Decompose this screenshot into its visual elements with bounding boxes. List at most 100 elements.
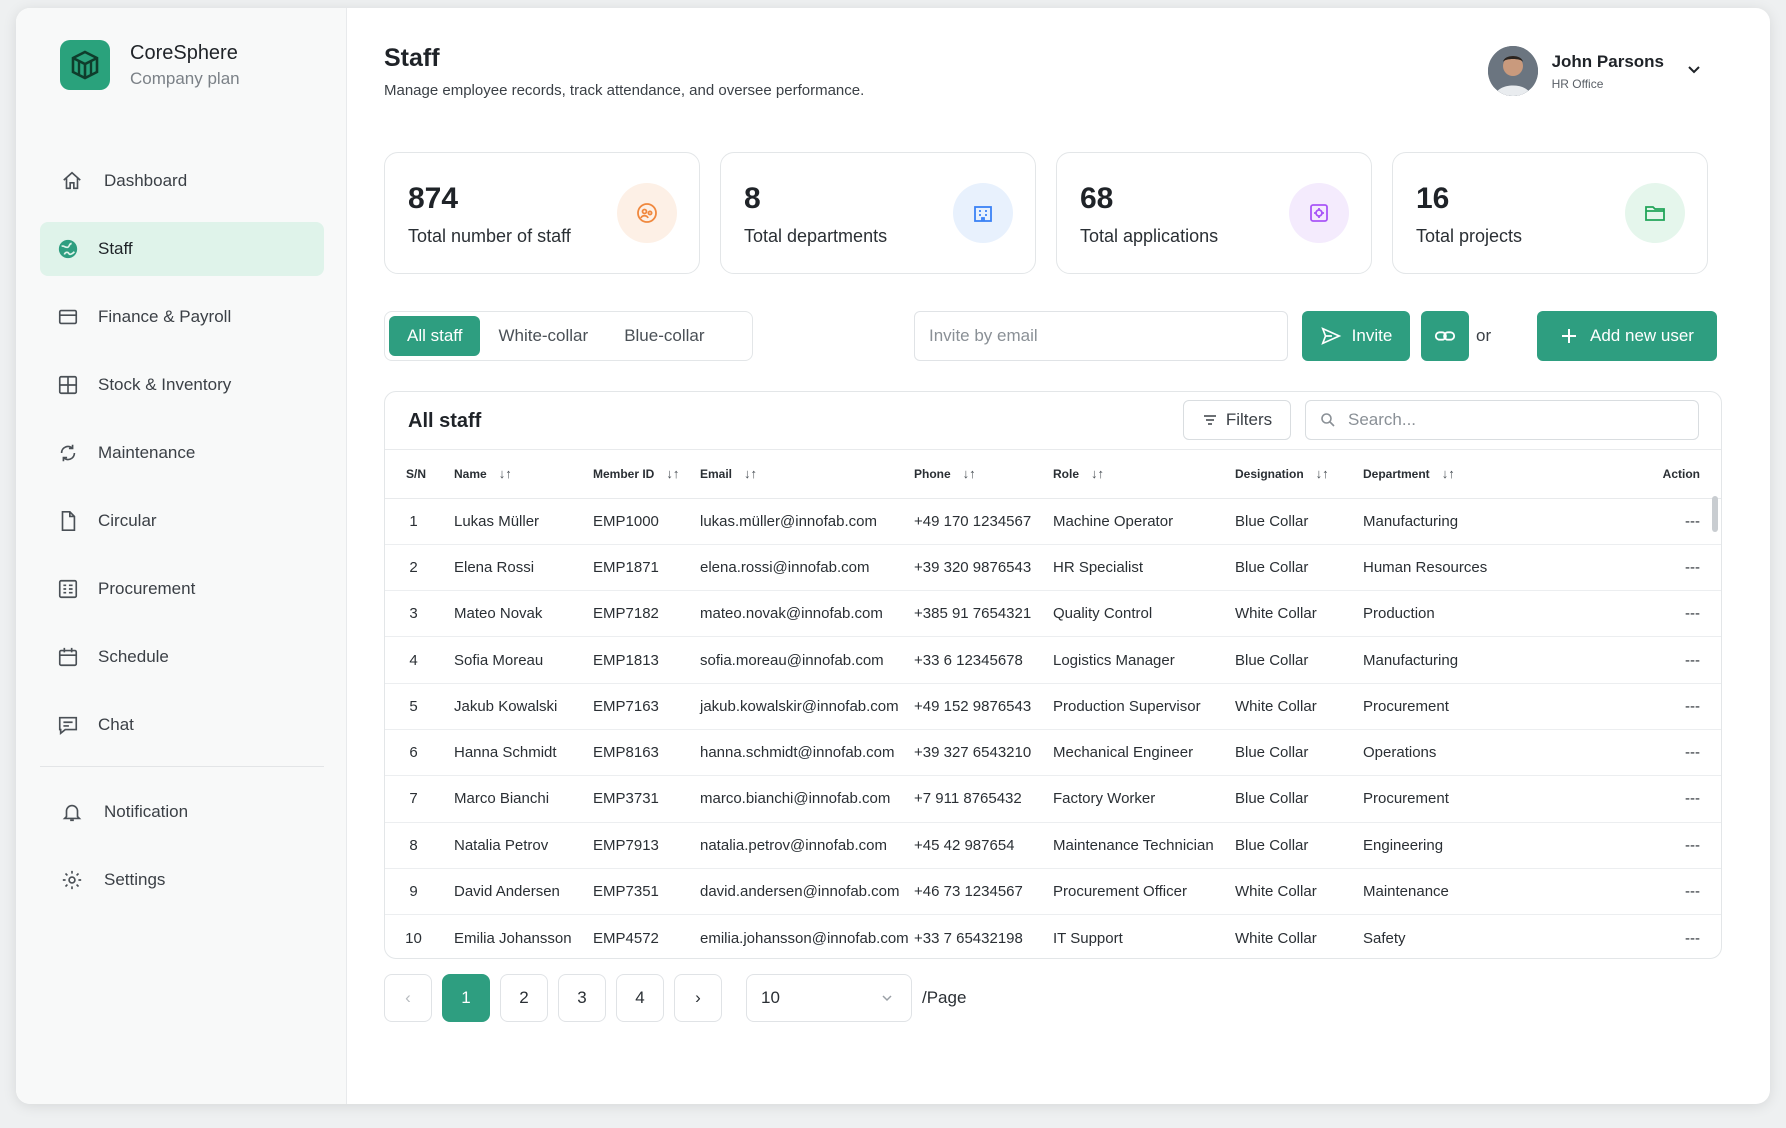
brand[interactable]: CoreSphere Company plan: [60, 40, 240, 90]
cell-department: Maintenance: [1363, 868, 1499, 916]
cell-role: Factory Worker: [1053, 775, 1235, 823]
cell-action[interactable]: ---: [1685, 929, 1700, 947]
column-header-name[interactable]: Name ↓↑: [454, 450, 593, 499]
tab-white-collar[interactable]: White-collar: [498, 326, 589, 345]
cell-action[interactable]: ---: [1499, 544, 1721, 592]
page-button-3[interactable]: 3: [558, 974, 606, 1022]
page-button-4[interactable]: 4: [616, 974, 664, 1022]
sidebar-item-circular[interactable]: Circular: [40, 494, 324, 548]
table-row[interactable]: 1 Lukas Müller EMP1000 lukas.müller@innofab…: [385, 498, 1721, 545]
stat-label: Total projects: [1416, 226, 1523, 246]
cell-phone: +49 170 1234567: [914, 498, 1053, 545]
cell-action[interactable]: ---: [1499, 868, 1721, 916]
sidebar-item-notification[interactable]: Notification: [40, 785, 324, 839]
sidebar-item-procurement[interactable]: Procurement: [40, 562, 324, 616]
search-input[interactable]: Search...: [1305, 400, 1699, 440]
sidebar-item-chat[interactable]: Chat: [40, 698, 324, 752]
filters-label: Filters: [1225, 410, 1273, 429]
sort-icon[interactable]: ↓↑: [1091, 466, 1105, 482]
brand-name: CoreSphere: [130, 41, 238, 64]
filters-button[interactable]: Filters: [1183, 400, 1291, 440]
column-header-email[interactable]: Email ↓↑: [700, 450, 914, 499]
cell-action[interactable]: ---: [1499, 729, 1721, 777]
table-row[interactable]: 6 Hanna Schmidt EMP8163 hanna.schmidt@innof…: [385, 729, 1721, 777]
cell-designation: White Collar: [1235, 929, 1317, 947]
column-header-department[interactable]: Department ↓↑: [1363, 450, 1499, 499]
page-title: Staff: [384, 44, 440, 72]
sort-icon[interactable]: ↓↑: [1315, 466, 1329, 482]
sidebar-item-staff[interactable]: Staff: [40, 222, 324, 276]
table-header-bar: All staff Filters Search...: [385, 392, 1721, 450]
sort-icon[interactable]: ↓↑: [666, 466, 680, 482]
table-row[interactable]: 7 Marco Bianchi EMP3731 marco.bianchi@innof…: [385, 775, 1721, 823]
page-button-1[interactable]: 1: [442, 974, 490, 1022]
cell-member-id: EMP4572: [593, 929, 659, 947]
table-row[interactable]: 4 Sofia Moreau EMP1813 sofia.moreau@innofab…: [385, 636, 1721, 684]
per-page-select[interactable]: 10: [746, 974, 912, 1022]
sidebar-item-stock-inventory[interactable]: Stock & Inventory: [40, 358, 324, 412]
cell-name: Hanna Schmidt: [454, 729, 593, 777]
invite-button[interactable]: Invite: [1302, 311, 1410, 361]
people-icon: [617, 183, 677, 243]
cell-phone: +385 91 7654321: [914, 590, 1053, 638]
cell-action[interactable]: ---: [1499, 822, 1721, 869]
copy-link-button[interactable]: [1421, 311, 1469, 361]
user-menu[interactable]: John Parsons HR Office: [1487, 46, 1702, 96]
sort-icon[interactable]: ↓↑: [962, 466, 976, 482]
prev-page-button[interactable]: ‹: [384, 974, 432, 1022]
chevron-down-icon[interactable]: [1686, 61, 1702, 82]
table-row[interactable]: 9 David Andersen EMP7351 david.andersen@inn…: [385, 868, 1721, 916]
checklist-icon: [56, 577, 80, 601]
folder-icon: [1625, 183, 1685, 243]
sort-icon[interactable]: ↓↑: [744, 466, 758, 482]
sort-icon[interactable]: ↓↑: [498, 466, 512, 482]
cell-action[interactable]: ---: [1499, 775, 1721, 823]
sidebar-nav: Dashboard Staff Finance & Payroll Stock …: [40, 154, 324, 921]
cell-member-id: EMP7182: [593, 590, 700, 638]
cell-sn: 7: [385, 775, 454, 823]
cell-action[interactable]: ---: [1499, 636, 1721, 684]
sidebar: CoreSphere Company plan Dashboard Staff: [16, 8, 347, 1104]
column-header-role[interactable]: Role ↓↑: [1053, 450, 1235, 499]
cell-member-id: EMP8163: [593, 729, 700, 777]
table-row[interactable]: 2 Elena Rossi EMP1871 elena.rossi@innofab.c…: [385, 544, 1721, 592]
table-row[interactable]: 5 Jakub Kowalski EMP7163 jakub.kowalskir@in…: [385, 683, 1721, 730]
pagination: ‹ 1 2 3 4 › 10 /Page: [384, 974, 966, 1022]
table-scrollbar[interactable]: [1712, 496, 1718, 532]
cell-phone: +7 911 8765432: [914, 775, 1053, 823]
tab-all-staff[interactable]: All staff: [389, 316, 481, 356]
cell-sn: 10: [405, 929, 422, 947]
add-new-user-button[interactable]: Add new user: [1537, 311, 1717, 361]
table-row[interactable]: 8 Natalia Petrov EMP7913 natalia.petrov@inn…: [385, 822, 1721, 869]
cell-role: Production Supervisor: [1053, 683, 1235, 730]
column-header-action: Action: [1499, 450, 1721, 499]
table-row[interactable]: 10 Emilia Johansson EMP4572 emilia.johansso…: [385, 915, 1721, 958]
column-header-phone[interactable]: Phone ↓↑: [914, 450, 1053, 499]
sidebar-item-schedule[interactable]: Schedule: [40, 630, 324, 684]
invite-email-input[interactable]: Invite by email: [914, 311, 1288, 361]
sidebar-item-label: Maintenance: [98, 443, 196, 462]
cell-designation: Blue Collar: [1235, 729, 1363, 777]
sidebar-item-finance-payroll[interactable]: Finance & Payroll: [40, 290, 324, 344]
sidebar-item-label: Staff: [98, 239, 133, 258]
sidebar-item-maintenance[interactable]: Maintenance: [40, 426, 324, 480]
sidebar-item-label: Notification: [104, 802, 189, 821]
column-header-designation[interactable]: Designation ↓↑: [1235, 450, 1363, 499]
sidebar-item-dashboard[interactable]: Dashboard: [40, 154, 324, 208]
column-header-member-id[interactable]: Member ID ↓↑: [593, 450, 700, 499]
cell-action[interactable]: ---: [1499, 498, 1721, 545]
column-header-sn: S/N: [385, 450, 454, 499]
next-page-button[interactable]: ›: [674, 974, 722, 1022]
cell-department: Production: [1363, 590, 1499, 638]
page-button-2[interactable]: 2: [500, 974, 548, 1022]
cell-designation: Blue Collar: [1235, 544, 1363, 592]
cell-action[interactable]: ---: [1499, 590, 1721, 638]
tab-blue-collar[interactable]: Blue-collar: [624, 326, 705, 345]
cell-name: Sofia Moreau: [454, 636, 593, 684]
sort-icon[interactable]: ↓↑: [1441, 466, 1455, 482]
cell-sn: 3: [385, 590, 454, 638]
cell-action[interactable]: ---: [1499, 683, 1721, 730]
sidebar-item-settings[interactable]: Settings: [40, 853, 324, 907]
table-row[interactable]: 3 Mateo Novak EMP7182 mateo.novak@innofab.c…: [385, 590, 1721, 638]
stats-row: 874 Total number of staff 8 Total depart…: [384, 152, 1708, 274]
